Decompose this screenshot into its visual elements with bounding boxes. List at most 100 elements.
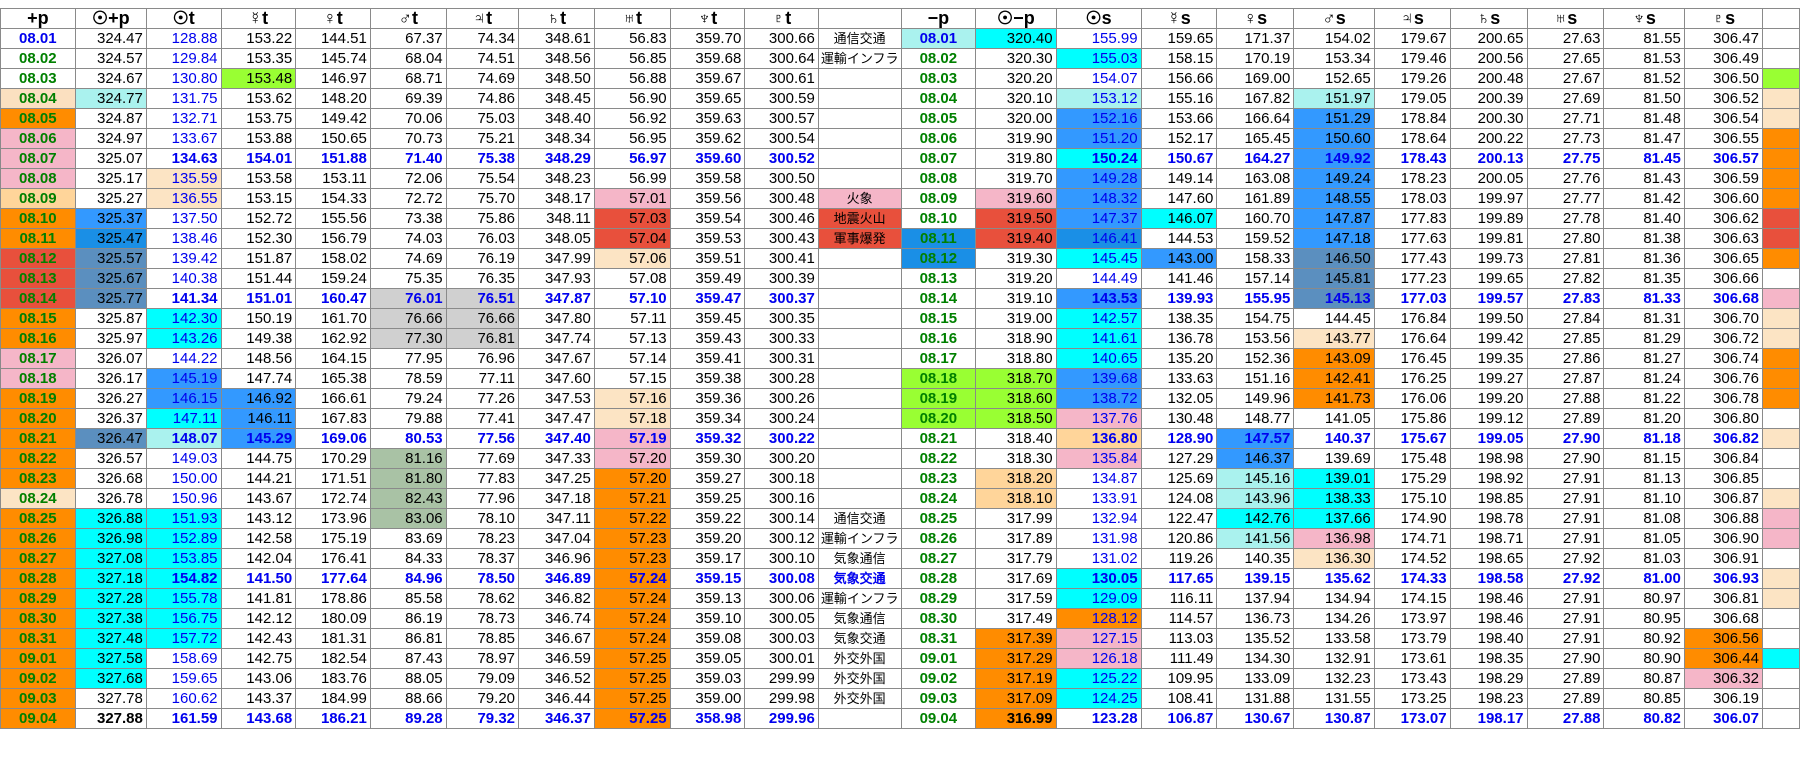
cell[interactable]: 129.84 — [145, 48, 222, 69]
cell[interactable]: 141.56 — [1216, 528, 1295, 549]
cell[interactable]: 306.88 — [1683, 508, 1763, 529]
cell[interactable]: 08.29 — [0, 588, 76, 609]
cell[interactable]: 140.65 — [1055, 348, 1142, 369]
cell[interactable]: 359.34 — [669, 408, 746, 429]
cell[interactable]: 08.07 — [900, 148, 977, 169]
cell[interactable]: 156.79 — [295, 228, 371, 249]
cell[interactable]: 300.05 — [744, 608, 819, 629]
cell[interactable] — [817, 68, 902, 89]
cell[interactable]: 08.23 — [900, 468, 977, 489]
cell[interactable]: 146.41 — [1055, 228, 1142, 249]
cell[interactable]: 359.13 — [669, 588, 746, 609]
cell[interactable]: 80.85 — [1603, 688, 1685, 709]
cell[interactable]: 137.50 — [145, 208, 222, 229]
cell[interactable]: 81.50 — [1603, 88, 1685, 109]
cell[interactable]: 159.52 — [1216, 228, 1295, 249]
cell[interactable]: 175.67 — [1373, 428, 1451, 449]
cell[interactable]: 27.92 — [1526, 548, 1605, 569]
cell[interactable]: 76.66 — [369, 308, 447, 329]
cell[interactable]: 170.19 — [1216, 48, 1295, 69]
cell[interactable]: 137.94 — [1216, 588, 1295, 609]
cell[interactable]: 177.64 — [295, 568, 371, 589]
cell[interactable]: 74.34 — [445, 28, 520, 49]
cell[interactable]: 347.53 — [518, 388, 595, 409]
cell[interactable]: 141.46 — [1140, 268, 1218, 289]
cell[interactable]: 161.59 — [145, 708, 222, 729]
cell[interactable]: 08.27 — [0, 548, 76, 569]
cell[interactable]: 178.43 — [1373, 148, 1451, 169]
cell[interactable]: 147.57 — [1216, 428, 1295, 449]
cell[interactable]: 306.47 — [1683, 28, 1763, 49]
cell[interactable]: 325.87 — [74, 308, 147, 329]
cell[interactable]: 327.78 — [74, 688, 147, 709]
cell[interactable] — [1761, 428, 1801, 449]
cell[interactable]: 198.35 — [1449, 648, 1528, 669]
cell[interactable]: 119.26 — [1140, 548, 1218, 569]
cell[interactable]: 174.15 — [1373, 588, 1451, 609]
cell[interactable] — [1761, 108, 1801, 129]
cell[interactable]: 81.38 — [1603, 228, 1685, 249]
cell[interactable]: 177.03 — [1373, 288, 1451, 309]
cell[interactable]: 08.28 — [900, 568, 977, 589]
cell[interactable]: 140.35 — [1216, 548, 1295, 569]
cell[interactable]: 359.00 — [669, 688, 746, 709]
cell[interactable]: 153.15 — [220, 188, 297, 209]
cell[interactable]: 176.06 — [1373, 388, 1451, 409]
cell[interactable]: 180.09 — [295, 608, 371, 629]
cell[interactable]: 78.23 — [445, 528, 520, 549]
cell[interactable]: 359.49 — [669, 268, 746, 289]
cell[interactable]: 199.89 — [1449, 208, 1528, 229]
cell[interactable]: 174.33 — [1373, 568, 1451, 589]
cell[interactable]: 79.88 — [369, 408, 447, 429]
cell[interactable]: 148.77 — [1216, 408, 1295, 429]
cell[interactable]: 306.59 — [1683, 168, 1763, 189]
cell[interactable]: 27.85 — [1526, 328, 1605, 349]
cell[interactable]: 81.47 — [1603, 128, 1685, 149]
cell[interactable]: 08.11 — [0, 228, 76, 249]
cell[interactable]: 143.96 — [1216, 488, 1295, 509]
cell[interactable]: 198.46 — [1449, 588, 1528, 609]
cell[interactable]: 27.90 — [1526, 448, 1605, 469]
cell[interactable]: 27.78 — [1526, 208, 1605, 229]
cell[interactable]: 75.70 — [445, 188, 520, 209]
cell[interactable]: 132.71 — [145, 108, 222, 129]
cell[interactable]: 150.00 — [145, 468, 222, 489]
cell[interactable]: 359.54 — [669, 208, 746, 229]
cell[interactable] — [1761, 88, 1801, 109]
cell[interactable]: 27.91 — [1526, 608, 1605, 629]
cell[interactable]: 81.48 — [1603, 108, 1685, 129]
cell[interactable]: 108.41 — [1140, 688, 1218, 709]
cell[interactable]: 158.15 — [1140, 48, 1218, 69]
cell[interactable]: 08.12 — [900, 248, 977, 269]
cell[interactable] — [1761, 408, 1801, 429]
cell[interactable]: 359.45 — [669, 308, 746, 329]
cell[interactable]: 347.99 — [518, 248, 595, 269]
cell[interactable]: 359.30 — [669, 448, 746, 469]
cell[interactable]: 78.59 — [369, 368, 447, 389]
cell[interactable]: 306.63 — [1683, 228, 1763, 249]
cell[interactable]: 306.19 — [1683, 688, 1763, 709]
cell[interactable]: 174.71 — [1373, 528, 1451, 549]
cell[interactable]: 153.11 — [295, 168, 371, 189]
cell[interactable]: 81.33 — [1603, 288, 1685, 309]
cell[interactable]: 359.47 — [669, 288, 746, 309]
cell[interactable]: 57.11 — [593, 308, 671, 329]
cell[interactable]: 81.10 — [1603, 488, 1685, 509]
cell[interactable]: 177.43 — [1373, 248, 1451, 269]
cell[interactable]: 306.74 — [1683, 348, 1763, 369]
cell[interactable] — [817, 248, 902, 269]
cell[interactable]: 145.74 — [295, 48, 371, 69]
cell[interactable] — [1761, 268, 1801, 289]
cell[interactable]: 142.76 — [1216, 508, 1295, 529]
cell[interactable]: 199.73 — [1449, 248, 1528, 269]
cell[interactable]: 75.86 — [445, 208, 520, 229]
cell[interactable]: 154.82 — [145, 568, 222, 589]
cell[interactable]: 57.24 — [593, 588, 671, 609]
cell[interactable]: 79.24 — [369, 388, 447, 409]
cell[interactable] — [1761, 348, 1801, 369]
cell[interactable]: 359.70 — [669, 28, 746, 49]
cell[interactable]: 81.42 — [1603, 188, 1685, 209]
cell[interactable]: 通信交通 — [817, 28, 902, 49]
cell[interactable]: 129.09 — [1055, 588, 1142, 609]
cell[interactable]: 306.55 — [1683, 128, 1763, 149]
